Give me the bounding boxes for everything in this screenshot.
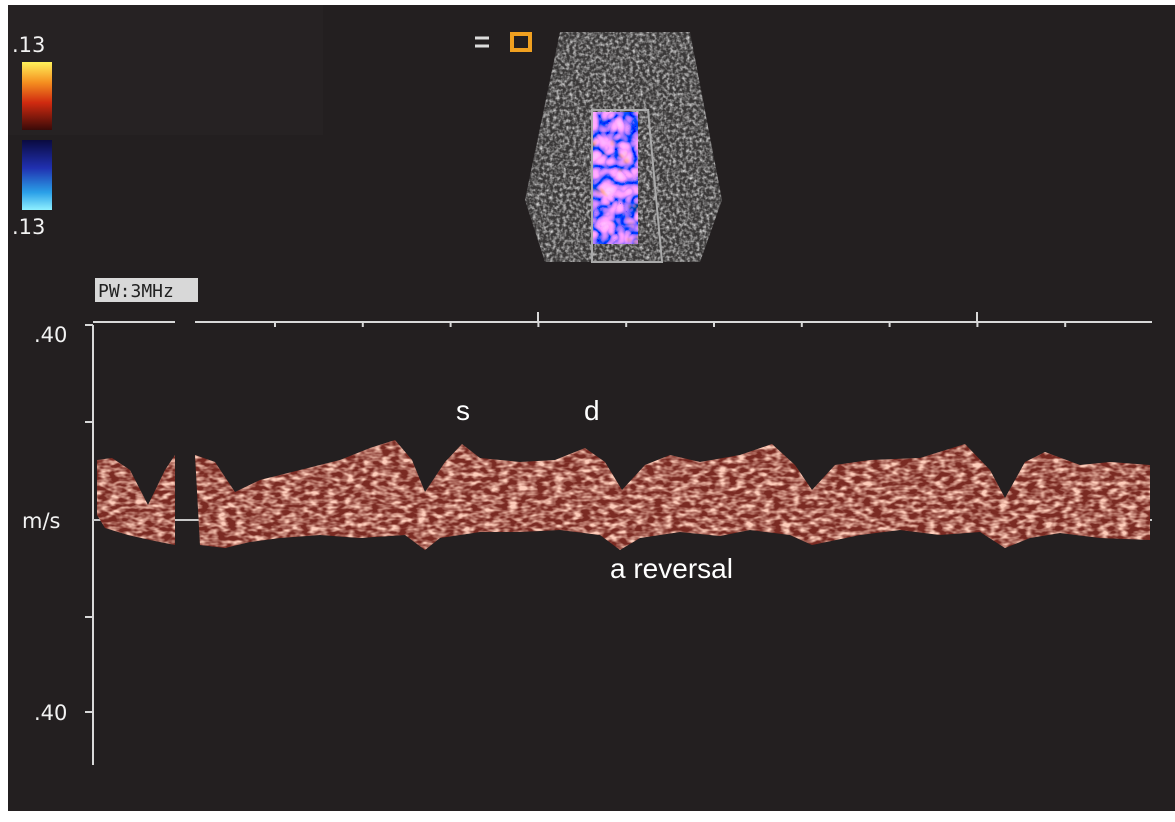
ultrasound-screen: .13 .13 PW:3MHz .40 m/s .40 s d a rever xyxy=(0,0,1175,822)
color-bar-forward xyxy=(22,62,52,130)
velocity-bottom-label: .40 xyxy=(34,701,67,725)
velocity-top-label: .40 xyxy=(34,323,67,347)
velocity-unit: m/s xyxy=(22,509,60,533)
page: .13 .13 PW:3MHz .40 m/s .40 s d a rever xyxy=(0,0,1175,822)
color-scale-top: .13 xyxy=(12,33,45,57)
mode-label: PW:3MHz xyxy=(98,281,174,302)
annotation-d: d xyxy=(584,395,600,426)
color-scale-bottom: .13 xyxy=(12,215,45,239)
panel xyxy=(8,5,323,135)
annotation-reversal: a reversal xyxy=(610,553,733,584)
color-bar-reverse xyxy=(22,140,52,210)
color-flow xyxy=(593,112,638,244)
annotation-s: s xyxy=(456,395,470,426)
